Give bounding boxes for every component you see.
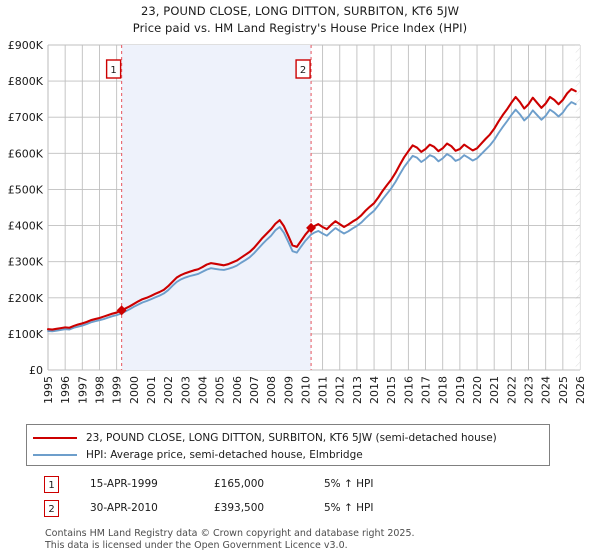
legend-item-price-paid: 23, POUND CLOSE, LONG DITTON, SURBITON, … bbox=[27, 429, 549, 446]
y-axis-tick-label: £300K bbox=[8, 256, 44, 269]
legend-label-price-paid: 23, POUND CLOSE, LONG DITTON, SURBITON, … bbox=[86, 431, 497, 444]
transaction-hpi-delta-2: 5% ↑ HPI bbox=[324, 502, 374, 514]
transactions-table: 1 15-APR-1999 £165,000 5% ↑ HPI 2 30-APR… bbox=[26, 472, 550, 520]
transaction-price-1: £165,000 bbox=[214, 478, 265, 490]
x-axis-tick-label: 2004 bbox=[196, 376, 209, 404]
x-axis-tick-label: 2003 bbox=[179, 376, 192, 404]
chart-marker-badge-label: 2 bbox=[300, 65, 306, 76]
table-row[interactable]: 2 30-APR-2010 £393,500 5% ↑ HPI bbox=[26, 496, 550, 520]
chart-marker-badge-label: 1 bbox=[110, 65, 116, 76]
legend-swatch-blue-icon bbox=[33, 453, 77, 456]
transaction-price-2: £393,500 bbox=[214, 502, 265, 514]
x-axis-tick-label: 2007 bbox=[248, 376, 261, 404]
footer-copyright-line: Contains HM Land Registry data © Crown c… bbox=[45, 528, 415, 539]
ownership-period-shading bbox=[121, 45, 312, 370]
x-axis-tick-label: 1995 bbox=[42, 376, 55, 404]
x-axis-tick-label: 2023 bbox=[523, 376, 536, 404]
x-axis-tick-label: 2018 bbox=[437, 376, 450, 404]
transaction-badge-1: 1 bbox=[44, 475, 59, 493]
x-axis-tick-label: 2017 bbox=[420, 376, 433, 404]
chart-marker-badge[interactable]: 2 bbox=[295, 59, 311, 79]
x-axis-tick-label: 2020 bbox=[471, 376, 484, 404]
x-axis-tick-label: 2001 bbox=[145, 376, 158, 404]
x-axis-tick-label: 1996 bbox=[59, 376, 72, 404]
x-axis-tick-label: 2025 bbox=[557, 376, 570, 404]
page-title: 23, POUND CLOSE, LONG DITTON, SURBITON, … bbox=[0, 3, 600, 37]
y-axis-tick-label: £100K bbox=[8, 328, 44, 341]
transaction-hpi-delta-1: 5% ↑ HPI bbox=[324, 478, 374, 490]
y-axis-tick-label: £600K bbox=[8, 147, 44, 160]
legend-label-hpi: HPI: Average price, semi-detached house,… bbox=[86, 448, 363, 461]
x-axis-tick-label: 2002 bbox=[162, 376, 175, 404]
transaction-vertical-lines bbox=[121, 45, 312, 370]
y-axis-tick-label: £0 bbox=[29, 364, 43, 377]
x-axis-tick-label: 2019 bbox=[454, 376, 467, 404]
footer-attribution: Contains HM Land Registry data © Crown c… bbox=[45, 528, 590, 551]
x-axis-tick-label: 2022 bbox=[505, 376, 518, 404]
transaction-date-2: 30-APR-2010 bbox=[90, 502, 158, 514]
chart-svg: £0 £100K £200K £300K £400K £500K £600K £700K £80… bbox=[8, 39, 587, 404]
y-axis-tick-label: £400K bbox=[8, 220, 44, 233]
x-axis-tick-labels: 1995 1996 1997 1998 1999 2000 2001 2002 2003 2004… bbox=[42, 376, 587, 404]
x-axis-tick-label: 2026 bbox=[574, 376, 587, 404]
x-axis-tick-label: 1997 bbox=[76, 376, 89, 404]
chart-legend: 23, POUND CLOSE, LONG DITTON, SURBITON, … bbox=[26, 424, 550, 466]
y-axis-tick-labels: £0 £100K £200K £300K £400K £500K £600K £700K £80… bbox=[8, 39, 44, 377]
transaction-point-markers bbox=[116, 222, 317, 316]
x-axis-tick-label: 2014 bbox=[368, 376, 381, 404]
footer-licence-line: This data is licensed under the Open Gov… bbox=[45, 539, 348, 551]
chart-title-line-1: 23, POUND CLOSE, LONG DITTON, SURBITON, … bbox=[140, 4, 460, 18]
x-axis-tick-label: 2008 bbox=[265, 376, 278, 404]
y-axis-tick-label: £900K bbox=[8, 39, 44, 52]
y-axis-tick-label: £500K bbox=[8, 183, 44, 196]
x-axis-tick-label: 1998 bbox=[93, 376, 106, 404]
y-axis-tick-label: £700K bbox=[8, 111, 44, 124]
y-axis-tick-label: £200K bbox=[8, 292, 44, 305]
x-axis-tick-label: 2000 bbox=[128, 376, 141, 404]
x-axis-tick-label: 2024 bbox=[540, 376, 553, 404]
projection-hatch-region bbox=[575, 44, 580, 371]
x-axis-tick-label: 1999 bbox=[111, 376, 124, 404]
x-axis-tick-label: 2016 bbox=[402, 376, 415, 404]
transaction-date-1: 15-APR-1999 bbox=[90, 478, 158, 490]
legend-item-hpi: HPI: Average price, semi-detached house,… bbox=[27, 446, 549, 463]
x-axis-tick-label: 2021 bbox=[488, 376, 501, 404]
chart-title-line-2: Price paid vs. HM Land Registry's House … bbox=[132, 21, 468, 35]
x-axis-tick-label: 2015 bbox=[385, 376, 398, 404]
x-axis-tick-label: 2010 bbox=[299, 376, 312, 404]
x-axis-tick-label: 2012 bbox=[334, 376, 347, 404]
x-axis-tick-label: 2011 bbox=[317, 376, 330, 404]
x-axis-tick-label: 2009 bbox=[282, 376, 295, 404]
x-axis-tick-label: 2013 bbox=[351, 376, 364, 404]
x-axis-tick-label: 2005 bbox=[214, 376, 227, 404]
y-axis-tick-label: £800K bbox=[8, 75, 44, 88]
chart-marker-badge[interactable]: 1 bbox=[105, 59, 122, 79]
legend-swatch-red-icon bbox=[33, 436, 77, 439]
table-row[interactable]: 1 15-APR-1999 £165,000 5% ↑ HPI bbox=[26, 472, 550, 496]
chart-area: £0 £100K £200K £300K £400K £500K £600K £700K £80… bbox=[8, 39, 587, 404]
transaction-badge-2: 2 bbox=[44, 499, 59, 517]
x-axis-tick-label: 2006 bbox=[231, 376, 244, 404]
